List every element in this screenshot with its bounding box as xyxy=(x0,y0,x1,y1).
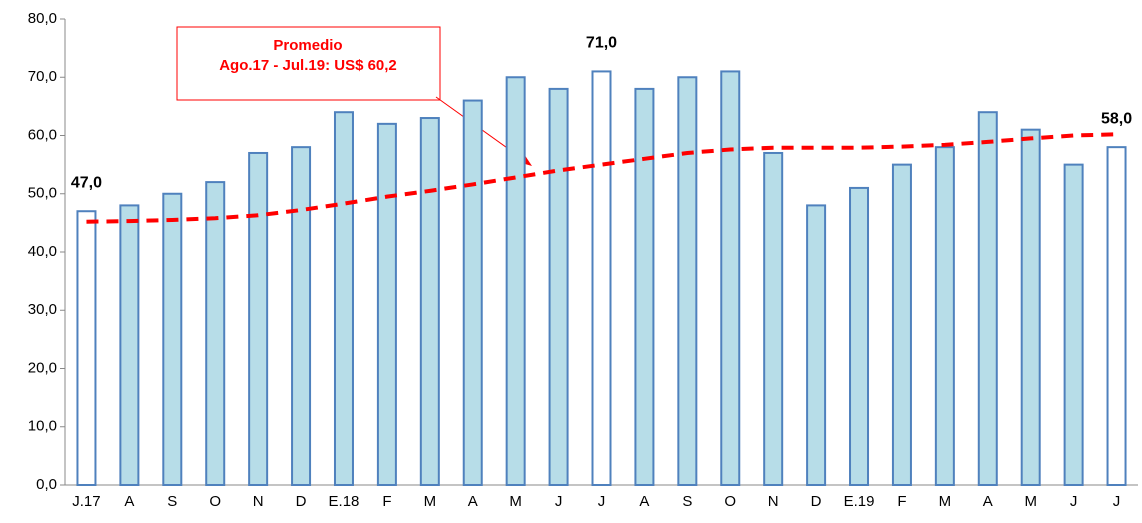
x-tick-label: F xyxy=(897,493,906,510)
y-tick-label: 70,0 xyxy=(28,68,57,85)
bar xyxy=(763,151,784,486)
x-tick-label: F xyxy=(382,493,391,510)
x-tick-label: D xyxy=(811,493,822,510)
bar xyxy=(291,146,312,486)
annotation-text: Promedio xyxy=(273,37,342,54)
bar xyxy=(248,151,269,486)
y-tick-label: 40,0 xyxy=(28,243,57,260)
bar xyxy=(462,99,483,487)
bar xyxy=(505,76,526,486)
y-tick-label: 60,0 xyxy=(28,126,57,143)
x-tick-label: J.17 xyxy=(72,493,100,510)
value-label: 71,0 xyxy=(586,35,617,52)
trend-line xyxy=(86,132,1117,224)
bar xyxy=(333,111,354,486)
x-tick-label: N xyxy=(253,493,264,510)
bar xyxy=(934,146,955,486)
bar xyxy=(1106,146,1127,486)
x-tick-label: M xyxy=(424,493,437,510)
bar xyxy=(1063,163,1084,486)
value-label: 47,0 xyxy=(71,174,102,191)
x-tick-label: E.18 xyxy=(329,493,360,510)
annotation-box xyxy=(176,26,441,101)
annotation-text: Ago.17 - Jul.19: US$ 60,2 xyxy=(219,57,397,74)
bar xyxy=(806,204,827,486)
bar xyxy=(205,181,226,486)
y-tick-label: 0,0 xyxy=(36,476,57,493)
bar xyxy=(76,210,97,486)
y-tick-label: 50,0 xyxy=(28,185,57,202)
bar xyxy=(591,70,612,487)
y-tick-label: 20,0 xyxy=(28,359,57,376)
bar xyxy=(419,117,440,487)
bar xyxy=(720,70,741,487)
x-tick-label: D xyxy=(296,493,307,510)
x-tick-label: O xyxy=(209,493,221,510)
x-tick-label: A xyxy=(468,493,478,510)
x-tick-label: J xyxy=(1070,493,1078,510)
x-tick-label: O xyxy=(724,493,736,510)
bar xyxy=(977,111,998,486)
bar xyxy=(677,76,698,486)
bar xyxy=(891,163,912,486)
y-tick-label: 10,0 xyxy=(28,418,57,435)
x-tick-label: J xyxy=(598,493,606,510)
x-tick-label: E.19 xyxy=(844,493,875,510)
bar xyxy=(1020,128,1041,487)
y-tick-label: 30,0 xyxy=(28,301,57,318)
x-tick-label: A xyxy=(639,493,649,510)
x-tick-label: J xyxy=(555,493,563,510)
bar xyxy=(634,87,655,487)
bar xyxy=(849,186,870,487)
x-tick-label: A xyxy=(983,493,993,510)
value-label: 58,0 xyxy=(1101,110,1132,127)
y-tick-label: 80,0 xyxy=(28,10,57,27)
bar xyxy=(376,122,397,486)
x-tick-label: M xyxy=(1024,493,1037,510)
bar xyxy=(119,204,140,486)
x-tick-label: S xyxy=(682,493,692,510)
bar xyxy=(162,192,183,486)
x-tick-label: N xyxy=(768,493,779,510)
x-tick-label: M xyxy=(939,493,952,510)
x-tick-label: M xyxy=(509,493,522,510)
x-tick-label: J xyxy=(1113,493,1121,510)
bar xyxy=(548,87,569,487)
x-tick-label: A xyxy=(124,493,134,510)
x-tick-label: S xyxy=(167,493,177,510)
